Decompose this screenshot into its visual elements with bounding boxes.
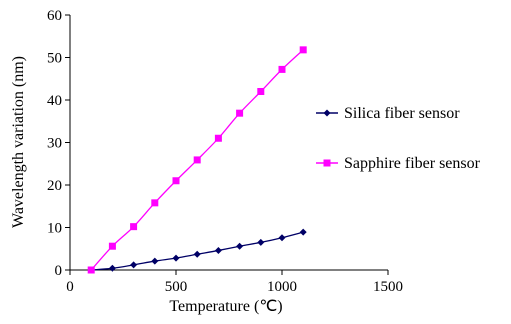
y-tick-label: 60 (47, 8, 62, 24)
data-point-silica (214, 246, 222, 254)
x-axis-title: Temperature (℃) (169, 298, 282, 315)
y-tick-label: 20 (47, 178, 62, 194)
series-silica (87, 228, 307, 274)
x-tick-label: 1500 (373, 279, 403, 295)
legend-item-silica: Silica fiber sensor (316, 105, 460, 122)
data-point-sapphire (193, 156, 201, 164)
data-point-sapphire (108, 242, 116, 250)
y-ticks: 0 10 20 30 40 50 60 (47, 8, 70, 279)
x-tick-label: 1000 (267, 279, 297, 295)
y-tick-label: 10 (47, 221, 62, 237)
data-point-silica (108, 264, 116, 272)
data-point-sapphire (87, 266, 95, 274)
x-tick-label: 500 (165, 279, 188, 295)
data-point-silica (151, 257, 159, 265)
data-point-silica (130, 261, 138, 269)
legend: Silica fiber sensor Sapphire fiber senso… (316, 105, 481, 172)
y-tick-label: 40 (47, 93, 62, 109)
y-tick-label: 0 (55, 263, 63, 279)
legend-item-sapphire: Sapphire fiber sensor (316, 155, 481, 172)
series-sapphire (87, 46, 307, 274)
legend-marker-silica (323, 109, 331, 117)
data-point-silica (299, 228, 307, 236)
data-point-silica (193, 250, 201, 258)
y-tick-label: 50 (47, 51, 62, 67)
data-point-sapphire (130, 223, 138, 231)
data-point-silica (236, 242, 244, 250)
data-point-silica (278, 234, 286, 242)
series-layer (87, 46, 307, 274)
data-point-sapphire (214, 134, 222, 142)
legend-label-sapphire: Sapphire fiber sensor (344, 155, 481, 172)
x-tick-label: 0 (66, 279, 74, 295)
data-point-silica (172, 254, 180, 262)
legend-label-silica: Silica fiber sensor (344, 105, 460, 122)
data-point-sapphire (172, 177, 180, 185)
data-point-sapphire (151, 199, 159, 207)
data-point-sapphire (278, 65, 286, 73)
data-point-silica (257, 238, 265, 246)
data-point-sapphire (257, 88, 265, 95)
x-ticks: 0 500 1000 1500 (66, 270, 403, 295)
data-point-sapphire (236, 109, 244, 117)
legend-marker-sapphire (323, 159, 331, 167)
axes (69, 15, 388, 271)
y-axis-title: Wavelength variation (nm) (10, 56, 27, 228)
data-point-sapphire (299, 46, 307, 54)
y-tick-label: 30 (47, 136, 62, 152)
